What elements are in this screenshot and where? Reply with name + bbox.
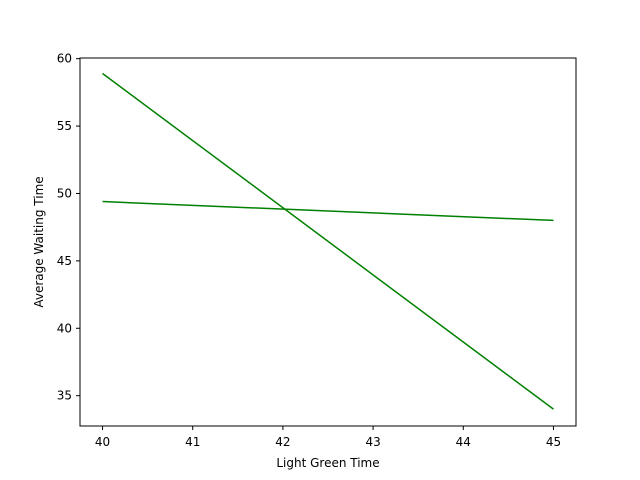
y-tick-label: 50 (57, 186, 72, 200)
x-tick-label: 44 (456, 435, 471, 449)
series-layer (102, 72, 554, 410)
y-tick-label: 45 (57, 254, 72, 268)
series-line-2 (102, 200, 554, 222)
x-tick-label: 40 (95, 435, 110, 449)
series-line-1 (102, 72, 554, 410)
y-axis-label: Average Waiting Time (32, 176, 46, 307)
y-tick-label: 60 (57, 52, 72, 66)
y-tick-label: 40 (57, 321, 72, 335)
y-axis-ticks: 35 40 45 50 55 60 (57, 52, 80, 403)
x-axis-label: Light Green Time (276, 456, 379, 470)
y-tick-label: 35 (57, 389, 72, 403)
x-tick-label: 41 (185, 435, 200, 449)
x-axis-ticks: 40 41 42 43 44 45 (95, 426, 561, 449)
x-tick-label: 42 (275, 435, 290, 449)
plot-area-frame (79, 57, 577, 427)
y-tick-label: 55 (57, 119, 72, 133)
x-tick-label: 45 (546, 435, 561, 449)
x-tick-label: 43 (365, 435, 380, 449)
